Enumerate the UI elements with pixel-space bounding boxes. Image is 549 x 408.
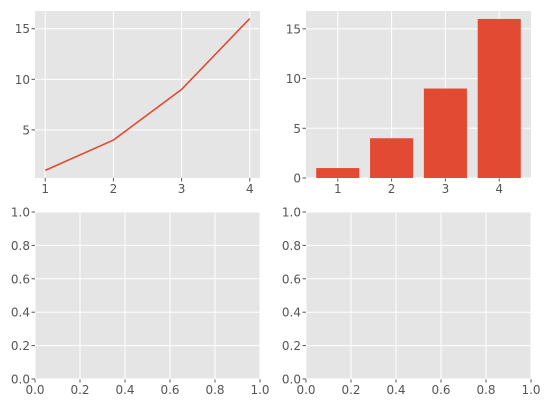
x-tick-label: 0.0	[296, 383, 315, 397]
subplot-3: 0.0 0.2 0.4 0.6 0.8 1.0 0.0 0.2 0.4 0.6 0.8 1.0	[11, 206, 270, 398]
x-tick-label: 0.8	[205, 383, 224, 397]
y-tick-label: 0.8	[11, 239, 30, 253]
y-tick-label: 10	[15, 73, 30, 87]
x-tick-label: 4	[246, 182, 254, 196]
bar-4	[477, 18, 521, 179]
subplot-1: 1 2 3 4 5 10 15	[15, 11, 260, 196]
x-tick-label: 1.0	[521, 383, 540, 397]
y-tick-label: 15	[15, 22, 30, 36]
y-tick-label: 0.4	[11, 306, 30, 320]
x-tick-label: 2	[110, 182, 118, 196]
x-tick-label: 0.6	[431, 383, 450, 397]
y-tick-label: 0.6	[11, 272, 30, 286]
x-tick-label: 0.4	[386, 383, 405, 397]
y-tick-label: 0.0	[11, 373, 30, 387]
x-tick-label: 4	[495, 182, 503, 196]
axes-background	[306, 212, 531, 379]
y-tick-label: 5	[22, 123, 30, 137]
y-tick-label: 0.8	[282, 239, 301, 253]
axes-background	[35, 11, 260, 178]
y-tick-label: 0.2	[282, 339, 301, 353]
y-tick-label: 1.0	[282, 206, 301, 220]
x-tick-label: 1.0	[250, 383, 269, 397]
x-tick-label: 2	[388, 182, 396, 196]
x-tick-label: 1	[41, 182, 49, 196]
series-line	[44, 18, 251, 172]
y-tick-label: 5	[293, 122, 301, 136]
y-tick-label: 0.6	[282, 272, 301, 286]
y-tick-label: 0.4	[282, 306, 301, 320]
x-tick-label: 0.0	[25, 383, 44, 397]
x-tick-label: 0.2	[70, 383, 89, 397]
x-tick-label: 3	[178, 182, 186, 196]
x-tick-label: 0.6	[160, 383, 179, 397]
x-tick-label: 3	[442, 182, 450, 196]
y-tick-label: 0	[293, 172, 301, 186]
y-tick-label: 0.2	[11, 339, 30, 353]
subplot-4: 0.0 0.2 0.4 0.6 0.8 1.0 0.0 0.2 0.4 0.6 0.8 1.0	[282, 206, 541, 398]
x-tick-label: 0.4	[115, 383, 134, 397]
bar-1	[316, 168, 360, 178]
x-tick-label: 1	[334, 182, 342, 196]
y-tick-label: 10	[286, 72, 301, 86]
x-tick-label: 0.8	[476, 383, 495, 397]
bar-3	[423, 88, 467, 178]
y-tick-label: 1.0	[11, 206, 30, 220]
bar-2	[370, 138, 414, 178]
axes-background	[35, 212, 260, 379]
subplot-2: 1 2 3 4 0 5 10 15	[286, 11, 531, 196]
x-tick-label: 0.2	[341, 383, 360, 397]
y-tick-label: 15	[286, 22, 301, 36]
y-tick-label: 0.0	[282, 373, 301, 387]
